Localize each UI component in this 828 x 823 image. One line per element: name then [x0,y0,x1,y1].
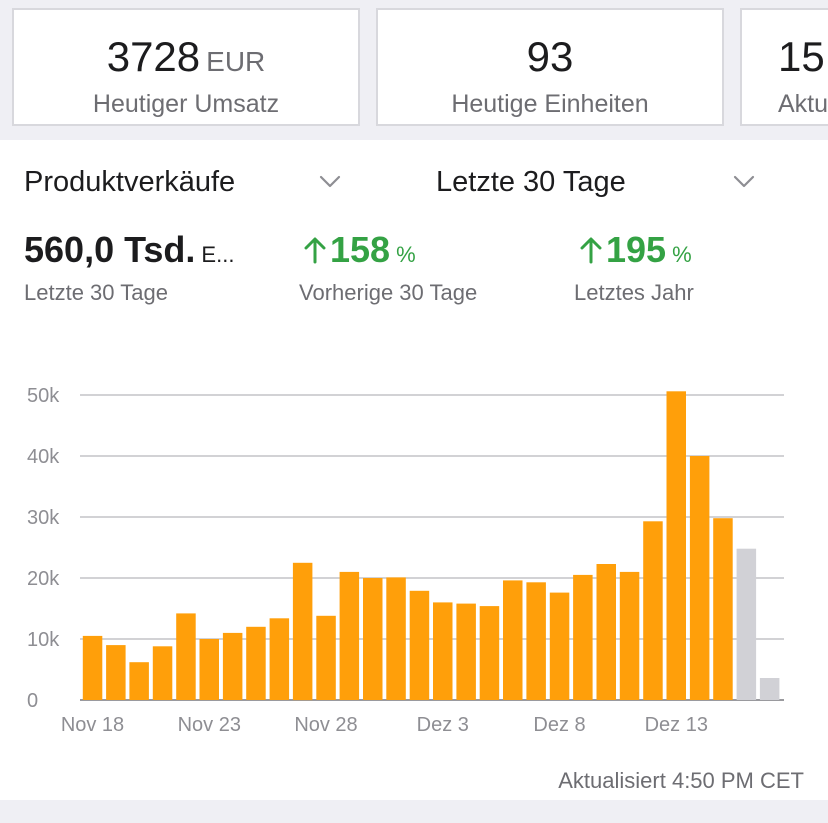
kpi-value: 93 [526,33,574,80]
y-tick-label: 10k [27,629,60,651]
chart-bar[interactable] [689,456,710,700]
kpi-card-revenue[interactable]: 3728 EUR Heutiger Umsatz [12,8,360,126]
chart-bar[interactable] [269,618,290,700]
kpi-strip: 3728 EUR Heutiger Umsatz 93 Heutige Einhe… [0,0,828,140]
x-tick-label: Dez 3 [417,714,469,736]
chart-bar[interactable] [409,590,430,700]
chart-bar[interactable] [479,606,500,700]
chart-bar[interactable] [292,562,313,701]
range-selector[interactable]: Letzte 30 Tage [436,166,626,198]
chart-bar[interactable] [713,518,733,700]
x-tick-label: Nov 23 [178,714,241,736]
chevron-down-icon[interactable] [318,170,342,194]
chart-bar[interactable] [246,626,266,700]
chart-bar[interactable] [176,613,196,700]
chart-bar[interactable] [619,571,640,700]
chart-bar[interactable] [222,632,243,700]
total-sales-label: Letzte 30 Tage [24,280,168,305]
x-tick-label: Nov 28 [294,714,357,736]
y-tick-label: 50k [27,385,60,407]
x-tick-label: Nov 18 [61,714,124,736]
kpi-unit: EUR [206,46,266,77]
chart-bar[interactable] [106,645,126,700]
total-sales-value: 560,0 Tsd. E... [24,229,235,270]
chart-bar[interactable] [82,635,103,700]
percent-sign: % [396,242,416,267]
kpi-value: 15, [778,33,828,80]
y-tick-label: 40k [27,446,60,468]
chevron-down-icon[interactable] [732,170,756,194]
chart-bar[interactable] [433,602,453,700]
chart-bar[interactable] [316,615,336,700]
y-tick-label: 30k [27,507,60,529]
chart-bar[interactable] [596,564,617,700]
chart-bar[interactable] [549,592,570,700]
percent-sign: % [672,242,692,267]
chart-bar[interactable] [339,571,360,700]
chart-bar[interactable] [573,574,593,700]
chart-bar[interactable] [503,580,523,700]
bottom-strip [0,800,828,823]
last-year-change: 195% [578,232,692,268]
chart-bar[interactable] [759,678,780,700]
chart-bar[interactable] [456,603,476,700]
kpi-label: Heutige Einheiten [451,90,649,118]
sales-bar-chart: 0 10k 20k 30k 40k 50k Nov 18 Nov 23 Nov 28 Dez 3 D… [27,385,784,736]
chart-bar[interactable] [643,521,663,700]
x-tick-label: Dez 13 [645,714,708,736]
chart-bar[interactable] [526,582,546,700]
previous-period-change: 158% [302,232,416,268]
last-year-label: Letztes Jahr [574,280,694,305]
currency-suffix: E... [201,242,235,267]
arrow-up-icon [302,235,328,265]
kpi-label: Aktu [778,90,828,118]
kpi-card-current[interactable]: 15, Aktu [740,8,828,126]
last-updated-text: Aktualisiert 4:50 PM CET [558,768,804,793]
chart-bar[interactable] [199,639,220,700]
metric-selector[interactable]: Produktverkäufe [24,166,236,198]
y-tick-label: 0 [27,690,38,712]
chart-bar[interactable] [386,577,406,700]
previous-period-label: Vorherige 30 Tage [299,280,478,305]
arrow-up-icon [578,235,604,265]
chart-bar[interactable] [363,578,383,700]
kpi-label: Heutiger Umsatz [92,90,280,118]
x-tick-label: Dez 8 [533,714,585,736]
kpi-card-units[interactable]: 93 Heutige Einheiten [376,8,724,126]
sales-panel: Produktverkäufe Letzte 30 Tage 560,0 Tsd… [0,140,828,800]
kpi-value: 3728 EUR [106,33,266,80]
chart-bar[interactable] [666,391,687,700]
chart-bar[interactable] [152,646,173,700]
y-tick-label: 20k [27,568,60,590]
chart-bar[interactable] [736,548,757,700]
chart-bar[interactable] [129,662,149,700]
